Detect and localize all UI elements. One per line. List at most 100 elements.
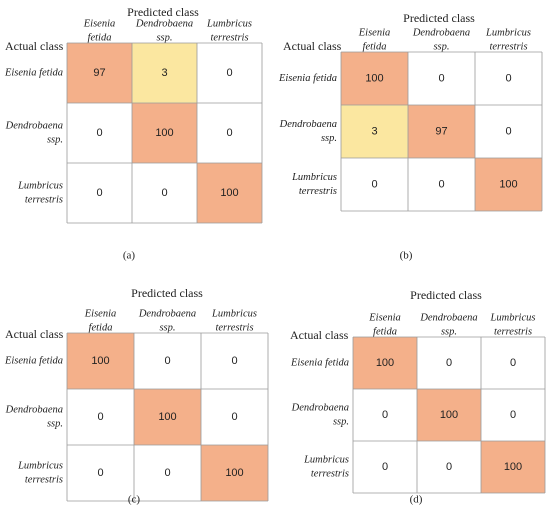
matrix-cell <box>67 163 132 223</box>
cell-value: 0 <box>505 125 511 137</box>
panel-caption: (c) <box>128 494 141 506</box>
cell-value: 100 <box>225 467 243 479</box>
row-label: Eisenia fetida <box>290 357 349 368</box>
row-label: ssp. <box>47 134 63 145</box>
cell-value: 3 <box>161 67 167 79</box>
column-label: terrestris <box>210 32 248 43</box>
matrix-cell <box>132 103 197 163</box>
column-label: Eisenia <box>84 308 117 319</box>
cell-value: 100 <box>365 72 383 84</box>
cell-value: 100 <box>91 355 109 367</box>
column-label: ssp. <box>433 41 449 52</box>
matrix-cell <box>134 333 201 389</box>
row-label: Dendrobaena <box>5 404 63 415</box>
cell-value: 0 <box>231 411 237 423</box>
matrix-cell <box>353 389 417 441</box>
cell-value: 0 <box>382 461 388 473</box>
column-label: Lumbricus <box>206 18 252 29</box>
column-label: fetida <box>363 41 387 52</box>
matrix-cell <box>417 389 481 441</box>
matrix-cell <box>341 158 408 211</box>
matrix-cell <box>67 445 134 501</box>
predicted-class-label: Predicted class <box>410 288 482 302</box>
cell-value: 97 <box>93 67 105 79</box>
matrix-cell <box>353 337 417 389</box>
row-label: terrestris <box>25 474 63 485</box>
actual-class-label: Actual class <box>5 39 64 53</box>
row-label: Eisenia fetida <box>4 355 63 366</box>
row-label: terrestris <box>311 468 349 479</box>
cell-value: 100 <box>499 178 517 190</box>
matrix-cell <box>408 158 475 211</box>
column-label: Eisenia <box>358 27 391 38</box>
row-label: ssp. <box>333 416 349 427</box>
matrix-cell <box>408 105 475 158</box>
cell-value: 0 <box>510 409 516 421</box>
column-label: Dendrobaena <box>135 18 193 29</box>
cell-value: 0 <box>446 461 452 473</box>
matrix-cell <box>67 333 134 389</box>
row-label: terrestris <box>299 186 337 197</box>
row-label: ssp. <box>47 418 63 429</box>
column-label: ssp. <box>441 326 457 337</box>
matrix-cell <box>67 103 132 163</box>
panel-caption: (b) <box>400 250 413 262</box>
cell-value: 0 <box>382 409 388 421</box>
matrix-cell <box>67 43 132 103</box>
matrix-cell <box>475 105 542 158</box>
row-label: Eisenia fetida <box>278 73 337 84</box>
matrix-cell <box>481 389 545 441</box>
cell-value: 0 <box>510 357 516 369</box>
row-label: Dendrobaena <box>291 402 349 413</box>
actual-class-label: Actual class <box>290 328 349 342</box>
cell-value: 0 <box>446 357 452 369</box>
cell-value: 97 <box>435 125 447 137</box>
column-label: Eisenia <box>368 312 401 323</box>
column-label: fetida <box>373 326 397 337</box>
cell-value: 100 <box>504 461 522 473</box>
matrix-cell <box>341 52 408 105</box>
row-label: terrestris <box>25 194 63 205</box>
cell-value: 0 <box>371 178 377 190</box>
cell-value: 100 <box>220 187 238 199</box>
cell-value: 100 <box>440 409 458 421</box>
matrix-cell <box>481 337 545 389</box>
cell-value: 0 <box>164 467 170 479</box>
matrix-cell <box>475 52 542 105</box>
matrix-cell <box>134 389 201 445</box>
panel-caption: (a) <box>123 250 136 262</box>
matrix-cell <box>408 52 475 105</box>
row-label: Dendrobaena <box>279 119 337 130</box>
column-label: terrestris <box>494 326 532 337</box>
cell-value: 0 <box>96 187 102 199</box>
matrix-cell <box>417 337 481 389</box>
matrix-cell <box>201 445 268 501</box>
column-label: Eisenia <box>83 18 116 29</box>
row-label: Dendrobaena <box>5 120 63 131</box>
matrix-cell <box>201 389 268 445</box>
column-label: Lumbricus <box>485 27 531 38</box>
actual-class-label: Actual class <box>5 327 64 341</box>
matrix-cell <box>475 158 542 211</box>
column-label: fetida <box>89 322 113 333</box>
cell-value: 0 <box>226 127 232 139</box>
cell-value: 0 <box>226 67 232 79</box>
cell-value: 0 <box>161 187 167 199</box>
matrix-cell <box>197 43 262 103</box>
cell-value: 0 <box>96 127 102 139</box>
matrix-cell <box>132 163 197 223</box>
matrix-cell <box>353 441 417 493</box>
column-label: fetida <box>88 32 112 43</box>
cell-value: 0 <box>97 467 103 479</box>
column-label: Lumbricus <box>490 312 536 323</box>
column-label: terrestris <box>215 322 253 333</box>
cell-value: 0 <box>438 178 444 190</box>
column-label: Dendrobaena <box>412 27 470 38</box>
row-label: Lumbricus <box>291 172 337 183</box>
column-label: Dendrobaena <box>138 308 196 319</box>
actual-class-label: Actual class <box>283 39 342 53</box>
matrix-cell <box>341 105 408 158</box>
cell-value: 0 <box>438 72 444 84</box>
matrix-cell <box>481 441 545 493</box>
